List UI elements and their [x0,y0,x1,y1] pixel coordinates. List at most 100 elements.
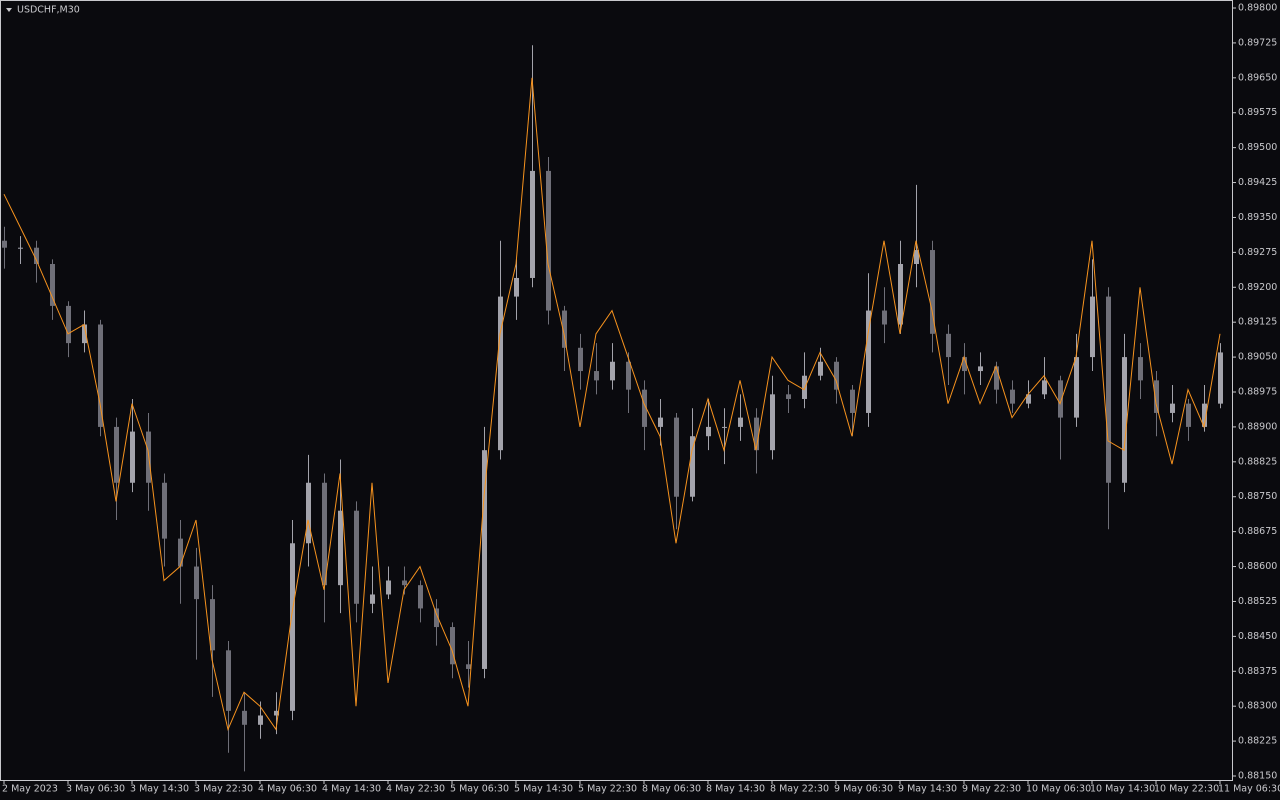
candle-body [1010,389,1015,404]
y-tick-label: 0.89275 [1238,247,1277,258]
candle-body [1074,357,1079,418]
candle-body [434,608,439,628]
candle-body [898,264,903,325]
candle-body [418,585,423,609]
y-tick-label: 0.88375 [1238,666,1277,677]
y-tick-label: 0.88450 [1238,631,1277,642]
candle-body [2,240,7,248]
candle-body [658,417,663,427]
candle-body [242,710,247,725]
x-tick-label: 5 May 14:30 [514,784,573,795]
candle-body [210,599,215,651]
candle-body [466,664,471,669]
candle-body [450,627,455,665]
y-tick-label: 0.89425 [1238,177,1277,188]
candle-body [386,580,391,595]
candle-body [1026,394,1031,404]
candle-body [706,426,711,437]
y-tick-label: 0.88150 [1238,771,1277,782]
candle-body [834,361,839,390]
y-tick-label: 0.88900 [1238,421,1277,432]
candle-body [82,324,87,344]
candle-body [1042,380,1047,395]
candle-body [674,417,679,497]
y-tick-label: 0.88750 [1238,491,1277,502]
candle-body [514,277,519,297]
candle-body [1138,357,1143,381]
x-tick-label: 3 May 06:30 [66,784,125,795]
y-tick-label: 0.89575 [1238,107,1277,118]
candle-body [498,296,503,451]
candle-body [274,710,279,716]
candle-body [930,250,935,334]
candle-body [482,450,487,669]
y-tick-label: 0.88225 [1238,736,1277,747]
x-tick-label: 9 May 22:30 [962,784,1021,795]
candle-body [290,543,295,711]
candle-body [354,510,359,604]
y-tick-label: 0.89800 [1238,3,1277,14]
candle-body [770,394,775,451]
candle-body [818,361,823,376]
candle-body [1154,380,1159,413]
candle-body [594,371,599,381]
candle-body [866,310,871,413]
candle-body [738,417,743,427]
candle-body [1202,403,1207,427]
candle-body [1218,352,1223,404]
candle-body [1122,357,1127,483]
y-tick-label: 0.88975 [1238,387,1277,398]
candle-body [530,170,535,278]
candle-body [546,170,551,311]
x-tick-label: 5 May 06:30 [450,784,509,795]
y-tick-label: 0.88600 [1238,561,1277,572]
candle-body [754,417,759,451]
y-tick-label: 0.89200 [1238,282,1277,293]
x-tick-label: 3 May 14:30 [130,784,189,795]
x-tick-label: 11 May 06:30 [1218,784,1280,795]
candle-body [194,566,199,600]
x-tick-label: 10 May 06:30 [1026,784,1091,795]
indicator-line [3,77,1221,732]
candle-body [786,394,791,399]
candle-body [578,347,583,372]
candle-body [258,715,263,725]
candle-body [722,426,727,428]
plot [2,45,1223,772]
y-tick-label: 0.88825 [1238,456,1277,467]
x-tick-label: 8 May 06:30 [642,784,701,795]
candle-body [642,389,647,427]
candle-body [610,361,615,381]
candle-body [562,310,567,348]
x-tick-label: 8 May 14:30 [706,784,765,795]
candle-body [850,389,855,413]
candle-body [994,366,999,390]
x-tick-label: 8 May 22:30 [770,784,829,795]
candle-body [322,482,327,586]
y-tick-label: 0.88300 [1238,701,1277,712]
x-tick-label: 4 May 06:30 [258,784,317,795]
y-tick-label: 0.89500 [1238,142,1277,153]
candle-body [882,310,887,325]
candle-body [98,324,103,427]
x-tick-label: 4 May 22:30 [386,784,445,795]
menu-triangle [6,8,12,12]
candle-body [370,594,375,604]
y-tick-label: 0.89350 [1238,212,1277,223]
candle-body [162,482,167,539]
candle-body [1186,403,1191,427]
candle-body [66,305,71,344]
candle-body [690,436,695,497]
candle-body [338,510,343,586]
candle-body [1106,296,1111,483]
candle-body [402,580,407,586]
candle-body [1170,403,1175,413]
candle-body [178,538,183,567]
candle-body [114,426,119,483]
candle-body [34,247,39,264]
candle-body [1058,380,1063,418]
candle-body [18,247,23,249]
candle-body [130,431,135,483]
